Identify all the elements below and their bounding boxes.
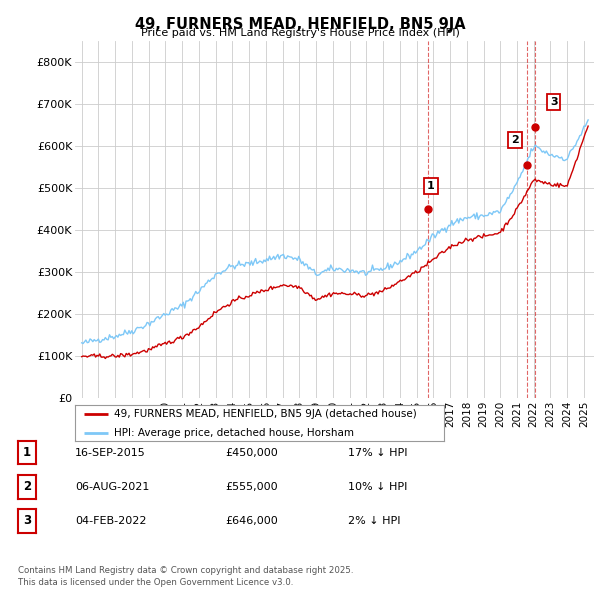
Text: HPI: Average price, detached house, Horsham: HPI: Average price, detached house, Hors… xyxy=(114,428,354,438)
Text: 06-AUG-2021: 06-AUG-2021 xyxy=(75,482,149,491)
Text: 3: 3 xyxy=(550,97,557,107)
Text: 2% ↓ HPI: 2% ↓ HPI xyxy=(348,516,401,526)
Text: Contains HM Land Registry data © Crown copyright and database right 2025.
This d: Contains HM Land Registry data © Crown c… xyxy=(18,566,353,587)
Text: 49, FURNERS MEAD, HENFIELD, BN5 9JA (detached house): 49, FURNERS MEAD, HENFIELD, BN5 9JA (det… xyxy=(114,409,416,419)
Text: 17% ↓ HPI: 17% ↓ HPI xyxy=(348,448,407,457)
Text: £450,000: £450,000 xyxy=(225,448,278,457)
Text: 1: 1 xyxy=(23,446,31,459)
Text: 2: 2 xyxy=(511,135,519,145)
Text: 1: 1 xyxy=(427,181,435,191)
Text: 2: 2 xyxy=(23,480,31,493)
Text: £646,000: £646,000 xyxy=(225,516,278,526)
Text: 16-SEP-2015: 16-SEP-2015 xyxy=(75,448,146,457)
Text: 49, FURNERS MEAD, HENFIELD, BN5 9JA: 49, FURNERS MEAD, HENFIELD, BN5 9JA xyxy=(134,17,466,31)
Text: 10% ↓ HPI: 10% ↓ HPI xyxy=(348,482,407,491)
Text: 3: 3 xyxy=(23,514,31,527)
Text: 04-FEB-2022: 04-FEB-2022 xyxy=(75,516,146,526)
Text: Price paid vs. HM Land Registry's House Price Index (HPI): Price paid vs. HM Land Registry's House … xyxy=(140,28,460,38)
Text: £555,000: £555,000 xyxy=(225,482,278,491)
